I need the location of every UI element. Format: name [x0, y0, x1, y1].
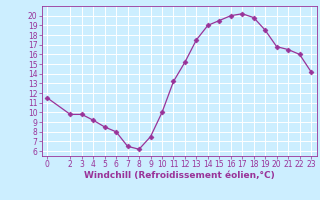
- X-axis label: Windchill (Refroidissement éolien,°C): Windchill (Refroidissement éolien,°C): [84, 171, 275, 180]
